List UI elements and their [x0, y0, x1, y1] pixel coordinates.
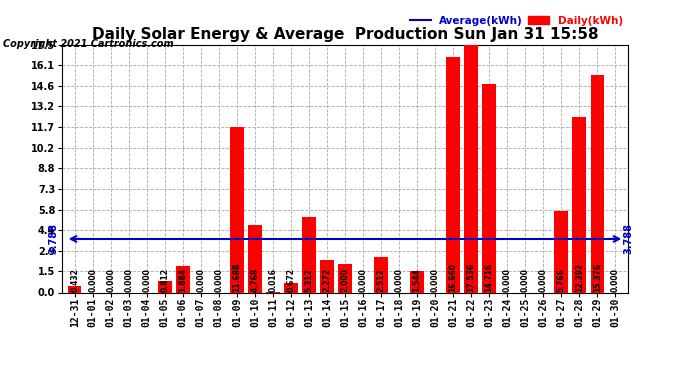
Text: 5.766: 5.766 — [557, 268, 566, 292]
Text: 0.000: 0.000 — [539, 268, 548, 292]
Bar — [248, 225, 262, 292]
Bar — [284, 283, 297, 292]
Bar — [573, 117, 586, 292]
Text: 0.016: 0.016 — [268, 268, 277, 292]
Text: 0.000: 0.000 — [88, 268, 97, 292]
Bar — [555, 211, 568, 292]
Text: Copyright 2021 Cartronics.com: Copyright 2021 Cartronics.com — [3, 39, 174, 50]
Text: 2.000: 2.000 — [340, 268, 350, 292]
Text: 4.768: 4.768 — [250, 267, 259, 292]
Bar — [320, 260, 334, 292]
Text: 0.000: 0.000 — [395, 268, 404, 292]
Text: 0.000: 0.000 — [611, 268, 620, 292]
Text: 3.788: 3.788 — [48, 224, 58, 254]
Bar — [591, 75, 604, 292]
Text: 0.000: 0.000 — [215, 268, 224, 292]
Text: 0.000: 0.000 — [142, 268, 151, 292]
Text: 0.000: 0.000 — [521, 268, 530, 292]
Text: 0.672: 0.672 — [286, 268, 295, 292]
Text: 2.272: 2.272 — [322, 268, 331, 292]
Bar — [68, 286, 81, 292]
Text: 0.000: 0.000 — [431, 268, 440, 292]
Bar — [464, 45, 478, 292]
Text: 5.312: 5.312 — [304, 268, 313, 292]
Text: 17.536: 17.536 — [466, 262, 475, 292]
Text: 1.884: 1.884 — [178, 267, 187, 292]
Bar — [338, 264, 352, 292]
Legend: Average(kWh), Daily(kWh): Average(kWh), Daily(kWh) — [411, 15, 622, 26]
Text: 12.392: 12.392 — [575, 262, 584, 292]
Text: 0.812: 0.812 — [160, 268, 169, 292]
Text: 2.512: 2.512 — [377, 268, 386, 292]
Bar — [230, 127, 244, 292]
Text: 0.000: 0.000 — [359, 268, 368, 292]
Bar — [176, 266, 190, 292]
Text: 11.688: 11.688 — [233, 262, 241, 292]
Bar — [482, 84, 496, 292]
Bar — [446, 57, 460, 292]
Text: 1.544: 1.544 — [413, 268, 422, 292]
Text: 3.788: 3.788 — [623, 224, 633, 254]
Text: 0.000: 0.000 — [106, 268, 115, 292]
Title: Daily Solar Energy & Average  Production Sun Jan 31 15:58: Daily Solar Energy & Average Production … — [92, 27, 598, 42]
Text: 0.000: 0.000 — [503, 268, 512, 292]
Text: 0.000: 0.000 — [124, 268, 133, 292]
Bar — [302, 217, 316, 292]
Text: 16.660: 16.660 — [448, 262, 457, 292]
Bar — [374, 257, 388, 292]
Text: 14.716: 14.716 — [484, 262, 493, 292]
Text: 0.432: 0.432 — [70, 268, 79, 292]
Bar — [411, 271, 424, 292]
Text: 0.000: 0.000 — [197, 268, 206, 292]
Bar — [158, 281, 172, 292]
Text: 15.376: 15.376 — [593, 262, 602, 292]
